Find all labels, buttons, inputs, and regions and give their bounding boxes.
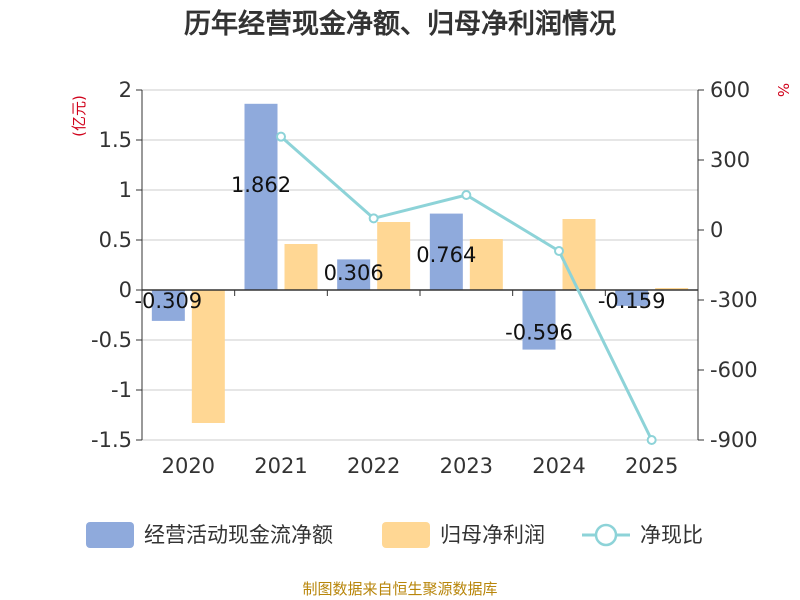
net-profit-bar bbox=[284, 244, 318, 290]
cashflow-bar bbox=[337, 259, 371, 290]
net-profit-bar bbox=[655, 288, 689, 290]
net-profit-bar bbox=[191, 290, 225, 423]
legend: 经营活动现金流净额 归母净利润 净现比 bbox=[86, 522, 703, 548]
cashflow-data-label: 0.306 bbox=[324, 261, 384, 285]
x-tick-label: 2021 bbox=[254, 454, 307, 478]
cashflow-data-label: -0.596 bbox=[505, 321, 573, 345]
net-profit-bar bbox=[469, 239, 503, 290]
x-tick-label: 2023 bbox=[440, 454, 493, 478]
cashflow-data-label: 0.764 bbox=[416, 243, 476, 267]
ratio-point bbox=[646, 435, 657, 445]
legend-swatch-cashflow bbox=[86, 522, 134, 548]
cashflow-bar bbox=[522, 290, 556, 350]
right-tick-label: -900 bbox=[710, 428, 758, 452]
cashflow-bar bbox=[244, 103, 278, 290]
left-tick-label: -0.5 bbox=[91, 328, 132, 352]
ratio-point bbox=[461, 190, 472, 200]
x-tick-label: 2025 bbox=[625, 454, 678, 478]
legend-label-ratio: 净现比 bbox=[640, 523, 703, 547]
cashflow-bar bbox=[429, 213, 463, 290]
ratio-point bbox=[554, 246, 564, 256]
cashflow-data-label: 1.862 bbox=[231, 173, 291, 197]
data-labels: -0.309 1.862 0.306 0.764 -0.596 -0.159 bbox=[134, 173, 665, 345]
net-profit-bar bbox=[562, 219, 596, 290]
right-axis-unit: % bbox=[774, 83, 792, 97]
net-profit-bar bbox=[377, 222, 411, 290]
left-tick-label: 1.5 bbox=[99, 128, 132, 152]
ratio-line-layer bbox=[276, 131, 657, 445]
chart-title: 历年经营现金净额、归母净利润情况 bbox=[184, 8, 616, 40]
left-tick-label: 0.5 bbox=[99, 228, 132, 252]
right-tick-label: 300 bbox=[710, 148, 750, 172]
right-tick-label: -300 bbox=[710, 288, 758, 312]
legend-label-cashflow: 经营活动现金流净额 bbox=[144, 523, 333, 547]
right-tick-label: 600 bbox=[710, 78, 750, 102]
left-tick-label: 0 bbox=[119, 278, 132, 302]
legend-label-net-profit: 归母净利润 bbox=[440, 523, 545, 547]
legend-swatch-ratio-marker bbox=[594, 523, 618, 547]
left-axis-unit: (亿元) bbox=[70, 95, 88, 137]
ratio-point bbox=[276, 131, 286, 142]
cashflow-bar bbox=[615, 290, 649, 306]
ratio-line bbox=[280, 135, 654, 441]
cashflow-bar bbox=[151, 290, 185, 321]
left-tick-label: 2 bbox=[119, 78, 132, 102]
right-tick-label: -600 bbox=[710, 358, 758, 382]
ratio-point bbox=[368, 213, 379, 224]
x-tick-label: 2022 bbox=[347, 454, 400, 478]
right-tick-label: 0 bbox=[710, 218, 723, 242]
axes bbox=[136, 89, 704, 441]
source-note: 制图数据来自恒生聚源数据库 bbox=[302, 580, 497, 598]
x-tick-label: 2020 bbox=[162, 454, 215, 478]
cashflow-data-label: -0.309 bbox=[134, 289, 202, 313]
left-tick-label: -1 bbox=[111, 378, 132, 402]
bars bbox=[151, 103, 689, 423]
cashflow-data-label: -0.159 bbox=[598, 289, 666, 313]
legend-swatch-net-profit bbox=[382, 522, 430, 548]
tick-labels: 2 1.5 1 0.5 0 -0.5 -1 -1.5 600 300 0 -300 -600 -900 20… bbox=[91, 78, 758, 478]
x-tick-label: 2024 bbox=[532, 454, 585, 478]
left-tick-label: -1.5 bbox=[91, 428, 132, 452]
left-tick-label: 1 bbox=[119, 178, 132, 202]
